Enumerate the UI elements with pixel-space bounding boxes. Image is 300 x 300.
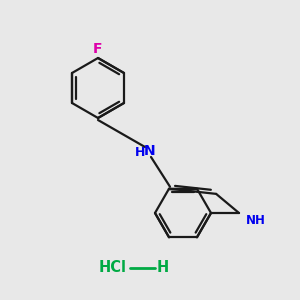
- Text: HCl: HCl: [99, 260, 127, 275]
- Text: H: H: [135, 146, 145, 160]
- Text: N: N: [144, 144, 156, 158]
- Text: H: H: [157, 260, 169, 275]
- Text: NH: NH: [246, 214, 266, 227]
- Text: F: F: [92, 42, 102, 56]
